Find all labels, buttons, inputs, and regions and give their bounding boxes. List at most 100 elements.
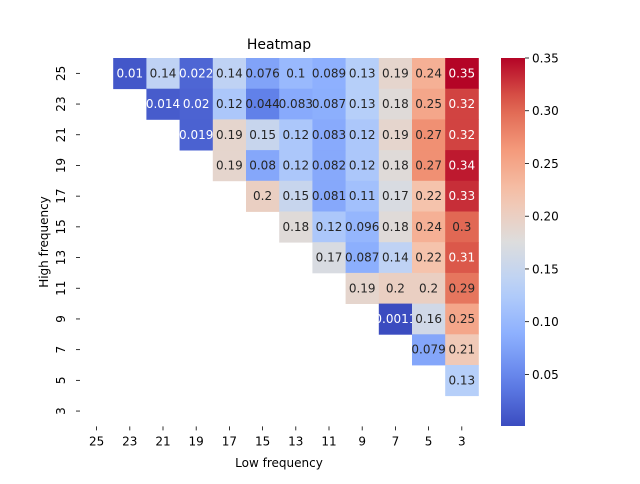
cell-value-label: 0.35 — [448, 66, 475, 80]
y-axis-label: High frequency — [37, 196, 51, 288]
y-tick-label: 17 — [54, 189, 68, 204]
heatmap-cell — [378, 180, 413, 212]
heatmap-cell — [279, 88, 313, 120]
colorbar-tick-label: 0.20 — [532, 210, 559, 224]
y-tick-label: 15 — [54, 219, 68, 234]
cell-value-label: 0.1 — [286, 66, 305, 80]
cell-value-label: 0.32 — [448, 97, 475, 111]
y-tick-label: 9 — [54, 315, 68, 323]
heatmap-cell — [445, 180, 479, 212]
cell-value-label: 0.096 — [345, 220, 379, 234]
cell-value-label: 0.18 — [382, 97, 409, 111]
cell-value-label: 0.2 — [419, 281, 438, 295]
y-tick-label: 13 — [54, 250, 68, 265]
cell-value-label: 0.081 — [312, 189, 346, 203]
cell-value-label: 0.0011 — [374, 312, 416, 326]
heatmap-cell — [412, 242, 446, 274]
heatmap-cell — [412, 211, 446, 243]
heatmap-cell — [113, 58, 147, 90]
cell-value-label: 0.18 — [382, 220, 409, 234]
x-tick-label: 23 — [122, 434, 137, 448]
heatmap-cell — [246, 180, 280, 212]
cell-value-label: 0.32 — [448, 128, 475, 142]
heatmap-cell — [412, 180, 446, 212]
cell-value-label: 0.18 — [382, 158, 409, 172]
heatmap-cell — [378, 211, 413, 243]
colorbar-tick-label: 0.35 — [532, 52, 559, 66]
cell-value-label: 0.22 — [415, 251, 442, 265]
cell-value-label: 0.3 — [452, 220, 471, 234]
x-axis-label: Low frequency — [235, 456, 323, 470]
colorbar — [501, 58, 525, 426]
cell-value-label: 0.24 — [415, 220, 442, 234]
cell-value-label: 0.079 — [411, 343, 445, 357]
heatmap-cell — [246, 58, 280, 90]
heatmap-cell — [312, 211, 346, 243]
heatmap-cell — [212, 150, 247, 182]
heatmap-cell — [412, 334, 446, 366]
heatmap-cell — [212, 58, 247, 90]
cell-value-label: 0.12 — [349, 158, 376, 172]
heatmap-cell — [179, 58, 214, 90]
heatmap-cell — [345, 119, 380, 151]
heatmap-cell — [345, 88, 380, 120]
x-tick-label: 13 — [288, 434, 303, 448]
heatmap-cell — [378, 119, 413, 151]
x-tick-label: 19 — [189, 434, 204, 448]
cell-value-label: 0.25 — [415, 97, 442, 111]
colorbar-tick-label: 0.10 — [532, 315, 559, 329]
heatmap-cell — [345, 272, 380, 304]
heatmap-cell — [378, 58, 413, 90]
heatmap-cell — [378, 242, 413, 274]
colorbar-tick-label: 0.25 — [532, 157, 559, 171]
cell-value-label: 0.14 — [216, 66, 243, 80]
cell-value-label: 0.25 — [448, 312, 475, 326]
heatmap-cell — [279, 150, 313, 182]
y-tick-label: 3 — [54, 407, 68, 415]
heatmap-cell — [378, 88, 413, 120]
cell-value-label: 0.19 — [382, 66, 409, 80]
cell-value-label: 0.044 — [245, 97, 279, 111]
heatmap-cell — [146, 88, 180, 120]
heatmap-cell — [445, 58, 479, 90]
heatmap-cell — [246, 119, 280, 151]
y-tick-label: 11 — [54, 281, 68, 296]
heatmap-cell — [312, 242, 346, 274]
y-tick-label: 5 — [54, 377, 68, 385]
y-tick-label: 25 — [54, 66, 68, 81]
cell-value-label: 0.08 — [249, 158, 276, 172]
heatmap-cell — [345, 150, 380, 182]
heatmap-cell — [212, 119, 247, 151]
heatmap-cell — [279, 211, 313, 243]
cell-value-label: 0.083 — [279, 97, 313, 111]
cell-value-label: 0.087 — [345, 251, 379, 265]
cell-value-label: 0.083 — [312, 128, 346, 142]
cell-value-label: 0.12 — [216, 97, 243, 111]
x-tick-label: 3 — [458, 434, 466, 448]
heatmap-cell — [445, 119, 479, 151]
heatmap-cells: 0.01 0.14 0.022 0.14 0.076 0.1 0.089 0.13 0.19 0.… — [113, 58, 479, 397]
heatmap-cell — [312, 180, 346, 212]
cell-value-label: 0.21 — [448, 343, 475, 357]
cell-value-label: 0.13 — [448, 373, 475, 387]
heatmap-cell — [445, 150, 479, 182]
heatmap-cell — [445, 88, 479, 120]
cell-value-label: 0.17 — [316, 251, 343, 265]
heatmap-cell — [445, 365, 479, 397]
cell-value-label: 0.14 — [150, 66, 177, 80]
heatmap-cell — [212, 88, 247, 120]
heatmap-cell — [312, 150, 346, 182]
cell-value-label: 0.16 — [415, 312, 442, 326]
heatmap-cell — [279, 58, 313, 90]
cell-value-label: 0.12 — [316, 220, 343, 234]
cell-value-label: 0.19 — [382, 128, 409, 142]
heatmap-cell — [146, 58, 180, 90]
x-tick-label: 15 — [255, 434, 270, 448]
heatmap-cell — [445, 272, 479, 304]
x-tick-label: 25 — [89, 434, 104, 448]
heatmap-cell — [412, 58, 446, 90]
cell-value-label: 0.33 — [448, 189, 475, 203]
heatmap-cell — [179, 88, 214, 120]
